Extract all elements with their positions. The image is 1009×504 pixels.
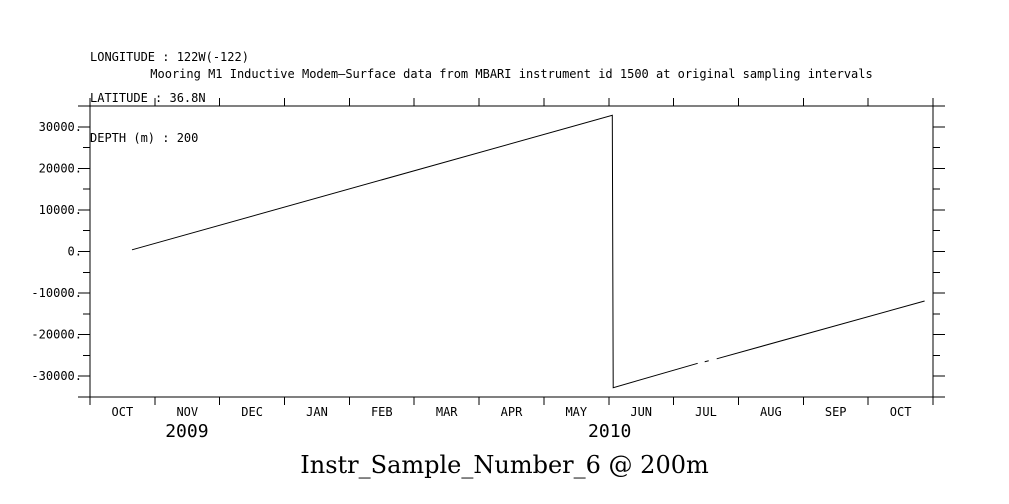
longitude-label: LONGITUDE : 122W(-122): [90, 50, 249, 64]
plot-frame: [89, 105, 934, 398]
y-tick-label: -10000.: [31, 286, 82, 300]
x-month-label: JAN: [306, 405, 328, 419]
footer-title: Instr_Sample_Number_6 @ 200m: [300, 451, 709, 479]
x-month-label: OCT: [890, 405, 912, 419]
axis-ticks: [78, 98, 945, 405]
data-line-segment: [131, 114, 698, 389]
x-month-label: JUN: [630, 405, 652, 419]
y-tick-label: 30000.: [39, 120, 82, 134]
x-month-label: JUL: [695, 405, 717, 419]
x-month-label: DEC: [241, 405, 263, 419]
x-year-label: 2010: [588, 421, 631, 442]
y-tick-label: -30000.: [31, 369, 82, 383]
location-info: LONGITUDE : 122W(-122) LATITUDE : 36.8N …: [90, 24, 249, 159]
latitude-label: LATITUDE : 36.8N: [90, 90, 206, 105]
data-line-segment: [716, 300, 925, 360]
x-month-label: MAY: [565, 405, 587, 419]
x-month-label: FEB: [371, 405, 393, 419]
chart-title: Mooring M1 Inductive Modem—Surface data …: [150, 67, 873, 81]
x-month-label: MAR: [436, 405, 458, 419]
y-tick-label: 10000.: [39, 203, 82, 217]
data-line-segment: [704, 360, 709, 363]
x-month-label: APR: [501, 405, 523, 419]
x-month-label: OCT: [112, 405, 134, 419]
x-month-label: NOV: [176, 405, 198, 419]
y-tick-label: 0.: [68, 245, 82, 259]
depth-label: DEPTH (m) : 200: [90, 131, 199, 145]
x-year-label: 2009: [165, 421, 208, 442]
x-month-label: AUG: [760, 405, 782, 419]
x-month-label: SEP: [825, 405, 847, 419]
y-tick-label: -20000.: [31, 328, 82, 342]
y-tick-label: 20000.: [39, 161, 82, 175]
